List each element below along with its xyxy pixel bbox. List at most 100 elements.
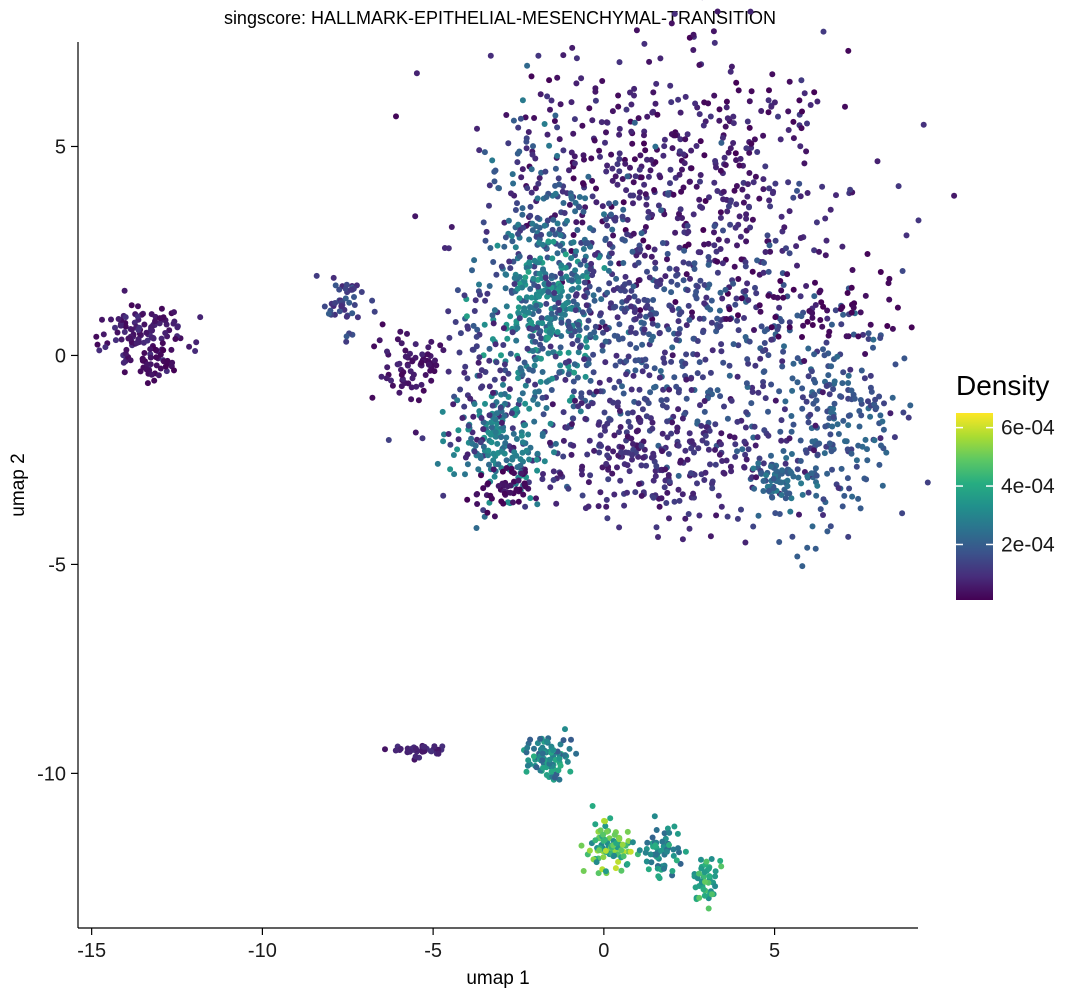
data-point (740, 199, 747, 206)
data-point (735, 87, 742, 94)
data-point (456, 349, 463, 356)
data-point (498, 498, 505, 505)
data-point (673, 266, 680, 273)
data-point (517, 462, 524, 469)
data-point (891, 434, 898, 441)
data-point (349, 310, 356, 317)
data-point (742, 287, 749, 294)
data-point (533, 764, 540, 771)
data-point (717, 393, 724, 400)
data-point (601, 265, 608, 271)
data-point (661, 484, 668, 491)
data-point (823, 237, 830, 244)
data-point (500, 325, 507, 332)
data-point (569, 341, 576, 347)
data-point (735, 342, 742, 349)
data-point (714, 188, 721, 194)
data-point (865, 330, 872, 337)
data-point (486, 202, 492, 209)
data-point (749, 268, 756, 275)
data-point (600, 854, 607, 861)
data-point (786, 319, 793, 326)
data-point (462, 454, 469, 461)
data-point (715, 492, 722, 499)
data-point (876, 461, 883, 468)
data-point (585, 503, 592, 510)
data-point (384, 348, 390, 355)
data-point (775, 113, 781, 120)
data-point (889, 325, 896, 332)
data-point (498, 433, 504, 440)
data-point (557, 470, 564, 477)
data-point (706, 194, 712, 201)
data-point (383, 375, 390, 382)
data-point (473, 343, 480, 350)
data-point (701, 869, 708, 876)
data-point (757, 308, 764, 315)
data-point (714, 269, 721, 276)
data-point (621, 307, 628, 313)
data-point (557, 101, 564, 108)
data-point (412, 429, 419, 436)
data-point (595, 286, 602, 293)
data-point (899, 268, 906, 274)
data-point (397, 328, 404, 335)
data-point (636, 312, 643, 319)
data-point (649, 834, 656, 841)
data-point (574, 374, 581, 381)
data-point (799, 108, 805, 115)
data-point (624, 173, 631, 180)
data-point (509, 425, 516, 432)
data-point (524, 185, 531, 192)
data-point (611, 384, 618, 391)
data-point (714, 258, 721, 265)
data-point (719, 134, 726, 141)
data-point (576, 344, 583, 351)
data-point (598, 119, 605, 126)
data-point (477, 455, 484, 462)
data-point (491, 168, 498, 175)
data-point (607, 416, 614, 423)
data-point (778, 213, 785, 220)
data-point (574, 227, 581, 233)
data-point (568, 248, 575, 254)
data-point (628, 287, 635, 294)
data-point (606, 200, 612, 207)
data-point (603, 326, 610, 333)
data-point (641, 296, 648, 303)
data-point (487, 431, 494, 438)
data-point (575, 321, 582, 328)
data-point (514, 325, 521, 331)
data-point (431, 368, 438, 375)
data-point (610, 304, 617, 311)
data-point (548, 272, 555, 279)
data-point (821, 450, 828, 457)
data-point (501, 243, 508, 250)
data-point (503, 303, 510, 310)
data-point (396, 389, 403, 396)
data-point (578, 842, 585, 849)
data-point (822, 215, 829, 222)
data-point (645, 244, 652, 251)
data-point (351, 294, 357, 300)
data-point (547, 484, 554, 491)
data-point (818, 299, 825, 306)
data-point (633, 27, 640, 34)
data-point (798, 77, 805, 84)
data-point (580, 868, 587, 874)
data-point (809, 309, 815, 316)
data-point (660, 152, 667, 159)
data-point (503, 434, 510, 441)
data-point (471, 257, 478, 264)
data-point (441, 245, 448, 251)
data-point (519, 390, 526, 397)
data-point (153, 362, 160, 369)
data-point (799, 491, 806, 498)
data-point (163, 321, 170, 328)
data-point (631, 156, 638, 163)
data-point (774, 294, 781, 301)
data-point (629, 140, 636, 147)
data-point (151, 377, 158, 384)
y-tick-label: -10 (37, 763, 66, 785)
data-point (766, 242, 773, 249)
